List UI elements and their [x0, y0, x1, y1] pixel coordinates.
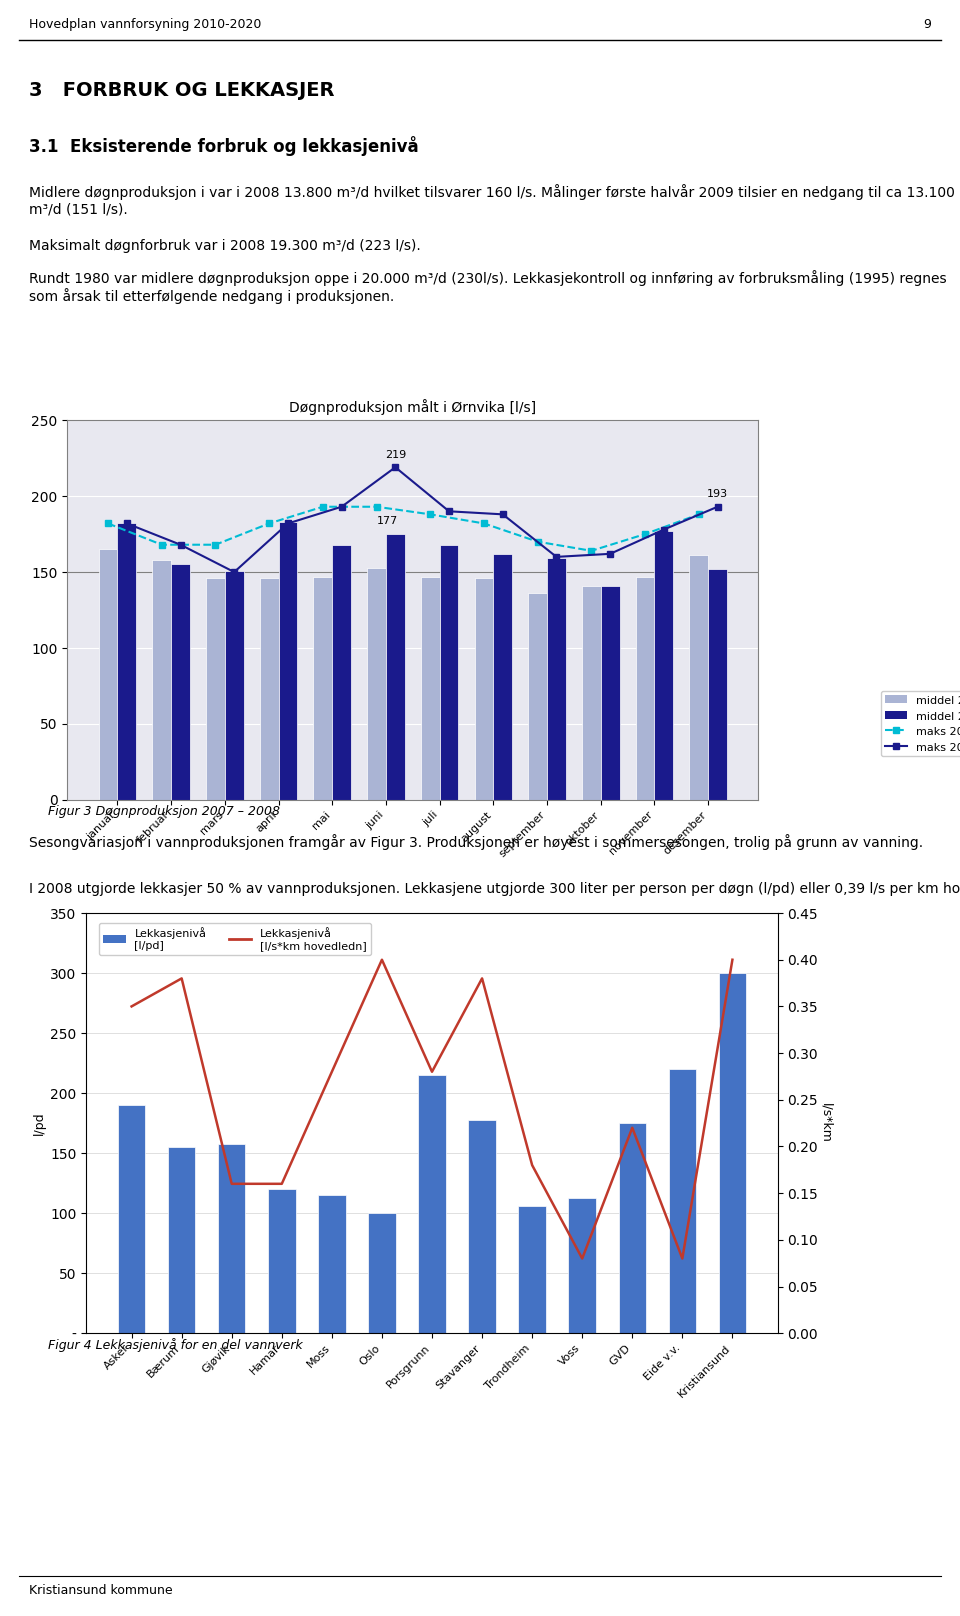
- Bar: [618, 1123, 646, 1333]
- Bar: [708, 569, 727, 800]
- Bar: [419, 1075, 445, 1333]
- Bar: [528, 593, 547, 800]
- Bar: [468, 1120, 495, 1333]
- Bar: [420, 577, 440, 800]
- Bar: [367, 567, 386, 800]
- Bar: [278, 522, 298, 800]
- Bar: [314, 577, 332, 800]
- Text: 3   FORBRUK OG LEKKASJER: 3 FORBRUK OG LEKKASJER: [29, 81, 334, 100]
- Text: 219: 219: [385, 449, 406, 459]
- Legend: middel 2007 [l/s], middel 2008 [l/s], maks 2007 [l/s], maks 2008 [l/s]: middel 2007 [l/s], middel 2008 [l/s], ma…: [880, 690, 960, 756]
- Text: Figur 4 Lekkasjenivå for en del vannverk: Figur 4 Lekkasjenivå for en del vannverk: [48, 1338, 302, 1353]
- Text: 9: 9: [924, 18, 931, 31]
- Bar: [568, 1197, 596, 1333]
- Bar: [99, 549, 117, 800]
- Bar: [118, 1105, 145, 1333]
- Bar: [171, 564, 190, 800]
- Bar: [268, 1189, 296, 1333]
- Bar: [689, 556, 708, 800]
- Bar: [318, 1196, 346, 1333]
- Bar: [601, 585, 619, 800]
- Legend: Lekkasjenivå
[l/pd], Lekkasjenivå
[l/s*km hovedledn]: Lekkasjenivå [l/pd], Lekkasjenivå [l/s*k…: [99, 923, 371, 955]
- Bar: [493, 554, 512, 800]
- Title: Døgnproduksjon målt i Ørnvika [l/s]: Døgnproduksjon målt i Ørnvika [l/s]: [289, 399, 537, 415]
- Bar: [168, 1147, 196, 1333]
- Bar: [547, 559, 565, 800]
- Text: Figur 3 Døgnproduksjon 2007 – 2008: Figur 3 Døgnproduksjon 2007 – 2008: [48, 805, 280, 818]
- Text: Maksimalt døgnforbruk var i 2008 19.300 m³/d (223 l/s).: Maksimalt døgnforbruk var i 2008 19.300 …: [29, 239, 420, 254]
- Bar: [386, 533, 405, 800]
- Bar: [668, 1070, 696, 1333]
- Bar: [474, 579, 493, 800]
- Text: 3.1  Eksisterende forbruk og lekkasjenivå: 3.1 Eksisterende forbruk og lekkasjenivå: [29, 136, 419, 155]
- Text: Sesongvariasjon i vannproduksjonen framgår av Figur 3. Produksjonen er høyest i : Sesongvariasjon i vannproduksjonen framg…: [29, 834, 923, 850]
- Bar: [117, 524, 136, 800]
- Bar: [369, 1214, 396, 1333]
- Bar: [440, 545, 459, 800]
- Bar: [206, 579, 225, 800]
- Text: Midlere døgnproduksjon i var i 2008 13.800 m³/d hvilket tilsvarer 160 l/s. Målin: Midlere døgnproduksjon i var i 2008 13.8…: [29, 184, 954, 217]
- Bar: [332, 545, 351, 800]
- Bar: [225, 570, 244, 800]
- Bar: [218, 1144, 246, 1333]
- Text: I 2008 utgjorde lekkasjer 50 % av vannproduksjonen. Lekkasjene utgjorde 300 lite: I 2008 utgjorde lekkasjer 50 % av vannpr…: [29, 882, 960, 897]
- Bar: [518, 1206, 546, 1333]
- Bar: [260, 579, 278, 800]
- Y-axis label: l/pd: l/pd: [34, 1112, 46, 1134]
- Text: Hovedplan vannforsyning 2010-2020: Hovedplan vannforsyning 2010-2020: [29, 18, 261, 31]
- Text: 193: 193: [707, 490, 728, 499]
- Text: Rundt 1980 var midlere døgnproduksjon oppe i 20.000 m³/d (230l/s). Lekkasjekontr: Rundt 1980 var midlere døgnproduksjon op…: [29, 270, 947, 304]
- Bar: [655, 532, 673, 800]
- Bar: [636, 577, 655, 800]
- Text: 177: 177: [376, 517, 397, 527]
- Text: Kristiansund kommune: Kristiansund kommune: [29, 1584, 173, 1597]
- Bar: [153, 559, 171, 800]
- Bar: [582, 585, 601, 800]
- Bar: [719, 973, 746, 1333]
- Y-axis label: l/s*km: l/s*km: [819, 1104, 832, 1143]
